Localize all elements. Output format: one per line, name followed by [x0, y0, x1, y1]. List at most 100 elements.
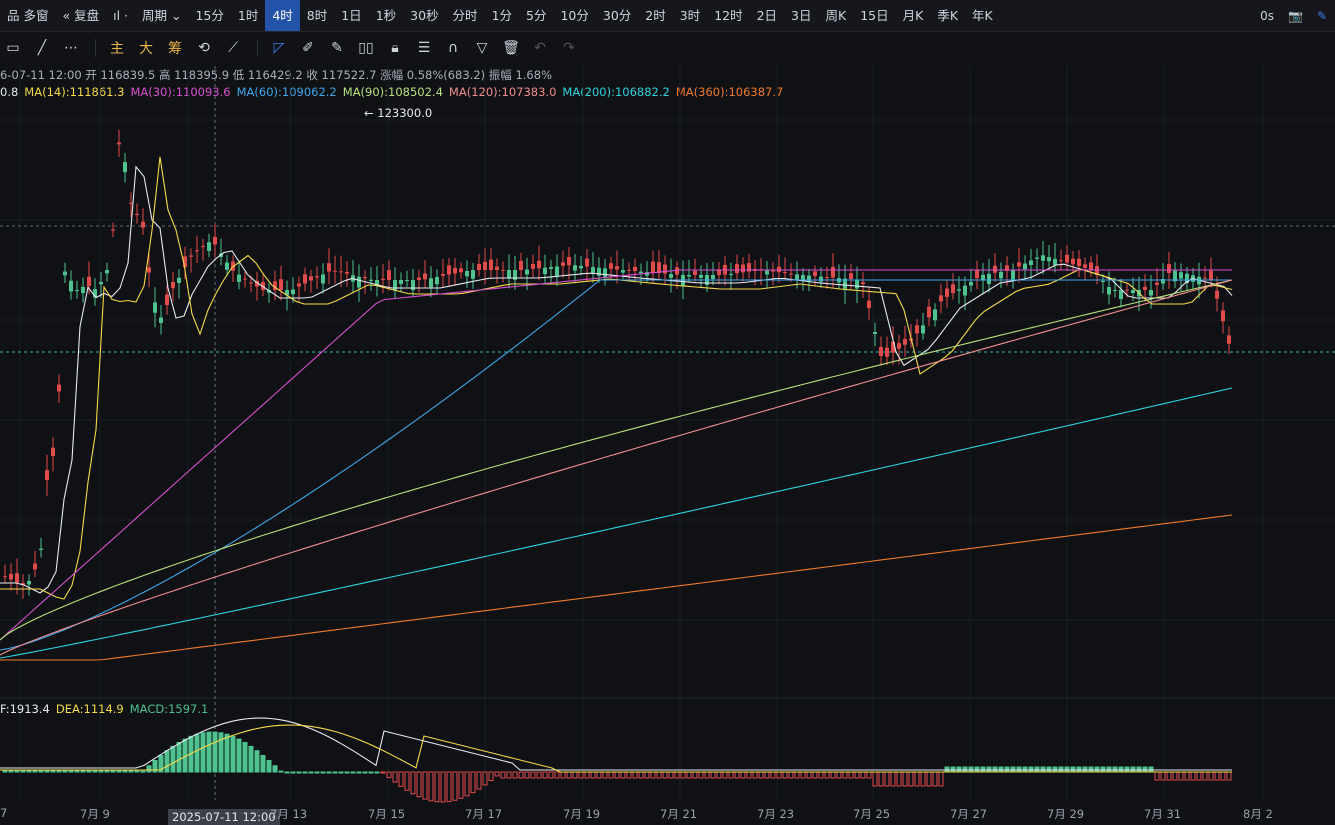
macd-bar [404, 771, 410, 791]
main-indicator-button[interactable]: 主 [110, 41, 124, 57]
timeframe-4[interactable]: 15分 [195, 8, 224, 23]
candle-body [969, 281, 973, 286]
candle-body [525, 269, 529, 275]
trash-icon[interactable]: 🗑︎ [502, 40, 520, 56]
x-axis-label: 7月 13 [270, 807, 308, 821]
timeframe-11[interactable]: 分时 [452, 8, 478, 23]
candle-body [1203, 277, 1207, 279]
candle-body [387, 270, 391, 280]
candle-body [339, 271, 343, 273]
candle-body [801, 275, 805, 281]
timeframe-22[interactable]: 15日 [860, 8, 889, 23]
timeframe-18[interactable]: 12时 [714, 8, 743, 23]
candle-body [321, 274, 325, 284]
rectangle-icon[interactable]: ▭ [6, 40, 20, 56]
brush-icon[interactable]: ✎ [331, 40, 343, 56]
candle-body [1185, 273, 1189, 283]
sync-icon[interactable]: ⟲ [198, 40, 210, 56]
macd-bar [464, 771, 470, 797]
more-icon[interactable]: ⋯ [64, 40, 78, 56]
lock-icon[interactable]: 🔒︎ [391, 40, 399, 56]
candle-body [93, 289, 97, 298]
candle-body [951, 284, 955, 294]
timeframe-15[interactable]: 30分 [602, 8, 632, 23]
undo-icon[interactable]: ↶ [534, 40, 546, 56]
timeframe-6[interactable]: 4时 [265, 0, 300, 31]
candles-icon[interactable]: ▯▯ [358, 40, 374, 56]
timeframe-9[interactable]: 1秒 [375, 8, 397, 23]
timeframe-3[interactable]: 周期 ⌄ [142, 8, 182, 23]
x-axis-label: 7月 29 [1047, 807, 1085, 821]
timeframe-10[interactable]: 30秒 [410, 8, 439, 23]
macd-bar [500, 771, 506, 779]
timeframe-16[interactable]: 2时 [645, 8, 666, 23]
macd-bar [794, 771, 800, 779]
candle-body [873, 332, 877, 334]
candle-body [555, 266, 559, 277]
candle-body [69, 280, 73, 292]
redo-icon[interactable]: ↷ [563, 40, 575, 56]
draw-cursor-icon[interactable]: ◸ [273, 40, 285, 56]
filter-icon[interactable]: ▽ [476, 40, 488, 56]
timeframe-8[interactable]: 1日 [341, 8, 362, 23]
macd-bar [662, 771, 668, 779]
timeframe-2[interactable]: ıl · [113, 8, 129, 23]
candle-body [1167, 264, 1171, 273]
edit-icon[interactable]: ✎ [1316, 8, 1327, 23]
macd-bar [860, 771, 866, 779]
candle-body [489, 259, 493, 270]
macd-bar [170, 745, 176, 773]
timeframe-14[interactable]: 10分 [560, 8, 589, 23]
timeframe-0[interactable]: 品 多窗 [7, 8, 49, 23]
timeframe-25[interactable]: 年K [972, 8, 993, 23]
macd-bar [332, 771, 338, 774]
candle-body [435, 277, 439, 285]
candle-body [675, 267, 679, 275]
macd-bar [200, 732, 206, 773]
camera-icon[interactable]: 📷 [1287, 8, 1303, 23]
macd-bar [872, 771, 878, 787]
timeframe-5[interactable]: 1时 [237, 8, 259, 23]
candle-body [165, 294, 169, 305]
magnet-icon[interactable]: ∩ [447, 40, 459, 56]
candle-body [687, 275, 691, 277]
candle-body [627, 269, 631, 271]
timeframe-1[interactable]: « 复盘 [62, 8, 100, 23]
ruler-icon[interactable]: ⟋ [228, 40, 238, 56]
timeframe-17[interactable]: 3时 [679, 8, 701, 23]
line-icon[interactable]: ╱ [37, 40, 47, 56]
candle-body [615, 266, 619, 270]
candle-body [291, 289, 295, 295]
candle-body [651, 261, 655, 273]
macd-bar [776, 771, 782, 779]
large-order-button[interactable]: 大 [139, 41, 153, 57]
candle-body [933, 309, 937, 321]
timeframe-12[interactable]: 1分 [491, 8, 513, 23]
candle-body [429, 278, 433, 288]
candle-body [63, 271, 67, 276]
candle-body [327, 263, 331, 272]
macd-bar [224, 733, 230, 773]
timeframe-19[interactable]: 2日 [756, 8, 778, 23]
candle-body [309, 276, 313, 281]
timeframe-20[interactable]: 3日 [791, 8, 812, 23]
ma-label: MA(14):111861.3 [24, 85, 125, 99]
macd-bar [830, 771, 836, 779]
timeframe-21[interactable]: 周K [825, 8, 847, 23]
timeframe-7[interactable]: 8时 [306, 8, 328, 23]
candle-body [189, 255, 193, 257]
timeframe-13[interactable]: 5分 [526, 8, 547, 23]
macd-label: MACD:1597.1 [129, 702, 209, 716]
macd-bar [1190, 771, 1196, 781]
pen-icon[interactable]: ✐ [302, 40, 314, 56]
divider [95, 39, 96, 57]
macd-bar [686, 771, 692, 779]
timeframe-23[interactable]: 月K [902, 8, 924, 23]
chip-button[interactable]: 筹 [168, 41, 182, 57]
macd-bar [818, 771, 824, 779]
candle-body [807, 275, 811, 282]
candle-body [819, 276, 823, 282]
timeframe-24[interactable]: 季K [937, 8, 959, 23]
note-icon[interactable]: ☰ [417, 40, 431, 56]
